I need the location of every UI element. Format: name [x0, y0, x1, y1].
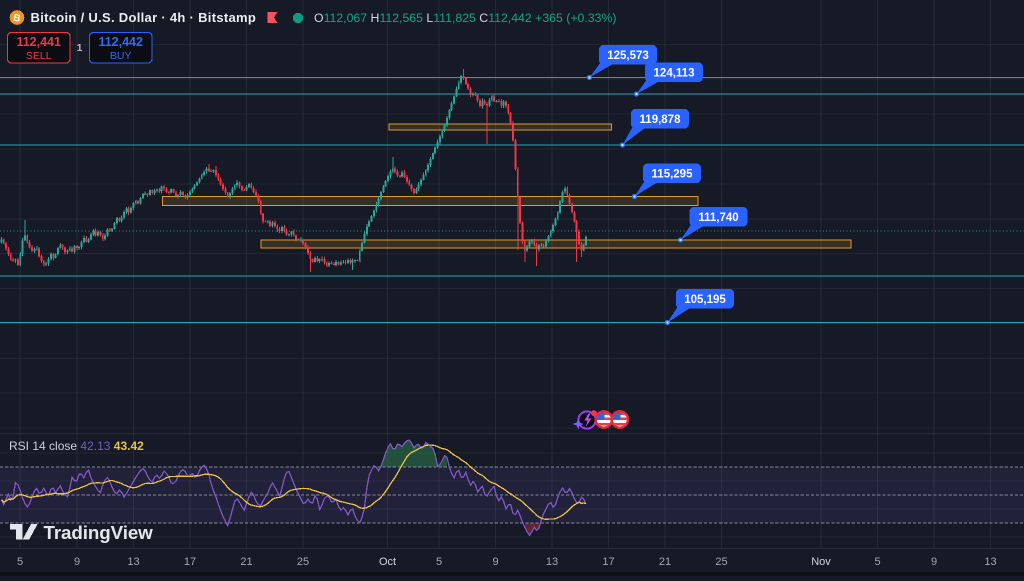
svg-text:Oct: Oct — [379, 556, 396, 568]
svg-text:BUY: BUY — [110, 50, 132, 62]
svg-text:25: 25 — [715, 556, 727, 568]
svg-text:5: 5 — [17, 556, 23, 568]
svg-text:O112,067 H112,565 L111,825 C11: O112,067 H112,565 L111,825 C112,442 +365… — [314, 11, 617, 25]
svg-text:TradingView: TradingView — [44, 522, 154, 543]
svg-text:115,295: 115,295 — [652, 168, 694, 180]
svg-text:13: 13 — [127, 556, 139, 568]
svg-text:B: B — [12, 13, 21, 25]
svg-text:21: 21 — [659, 556, 671, 568]
svg-text:112,441: 112,441 — [16, 35, 61, 49]
svg-text:125,573: 125,573 — [607, 50, 649, 62]
svg-text:1: 1 — [77, 42, 83, 54]
svg-text:25: 25 — [297, 556, 309, 568]
svg-text:5: 5 — [874, 556, 880, 568]
svg-text:17: 17 — [184, 556, 196, 568]
svg-text:21: 21 — [240, 556, 252, 568]
svg-text:13: 13 — [984, 556, 996, 568]
svg-text:124,113: 124,113 — [654, 67, 695, 79]
svg-text:9: 9 — [492, 556, 498, 568]
svg-text:Bitcoin / U.S. Dollar · 4h · B: Bitcoin / U.S. Dollar · 4h · Bitstamp — [31, 10, 257, 25]
svg-text:17: 17 — [602, 556, 614, 568]
svg-text:Nov: Nov — [811, 556, 831, 568]
svg-text:9: 9 — [74, 556, 80, 568]
svg-text:5: 5 — [436, 556, 442, 568]
svg-text:RSI 14 close 42.13 43.42: RSI 14 close 42.13 43.42 — [9, 439, 144, 453]
svg-text:111,740: 111,740 — [698, 212, 738, 224]
svg-text:105,195: 105,195 — [684, 294, 726, 306]
svg-text:13: 13 — [546, 556, 558, 568]
svg-text:SELL: SELL — [26, 50, 52, 62]
svg-text:119,878: 119,878 — [640, 114, 682, 126]
svg-text:112,442: 112,442 — [98, 35, 143, 49]
svg-text:9: 9 — [931, 556, 937, 568]
